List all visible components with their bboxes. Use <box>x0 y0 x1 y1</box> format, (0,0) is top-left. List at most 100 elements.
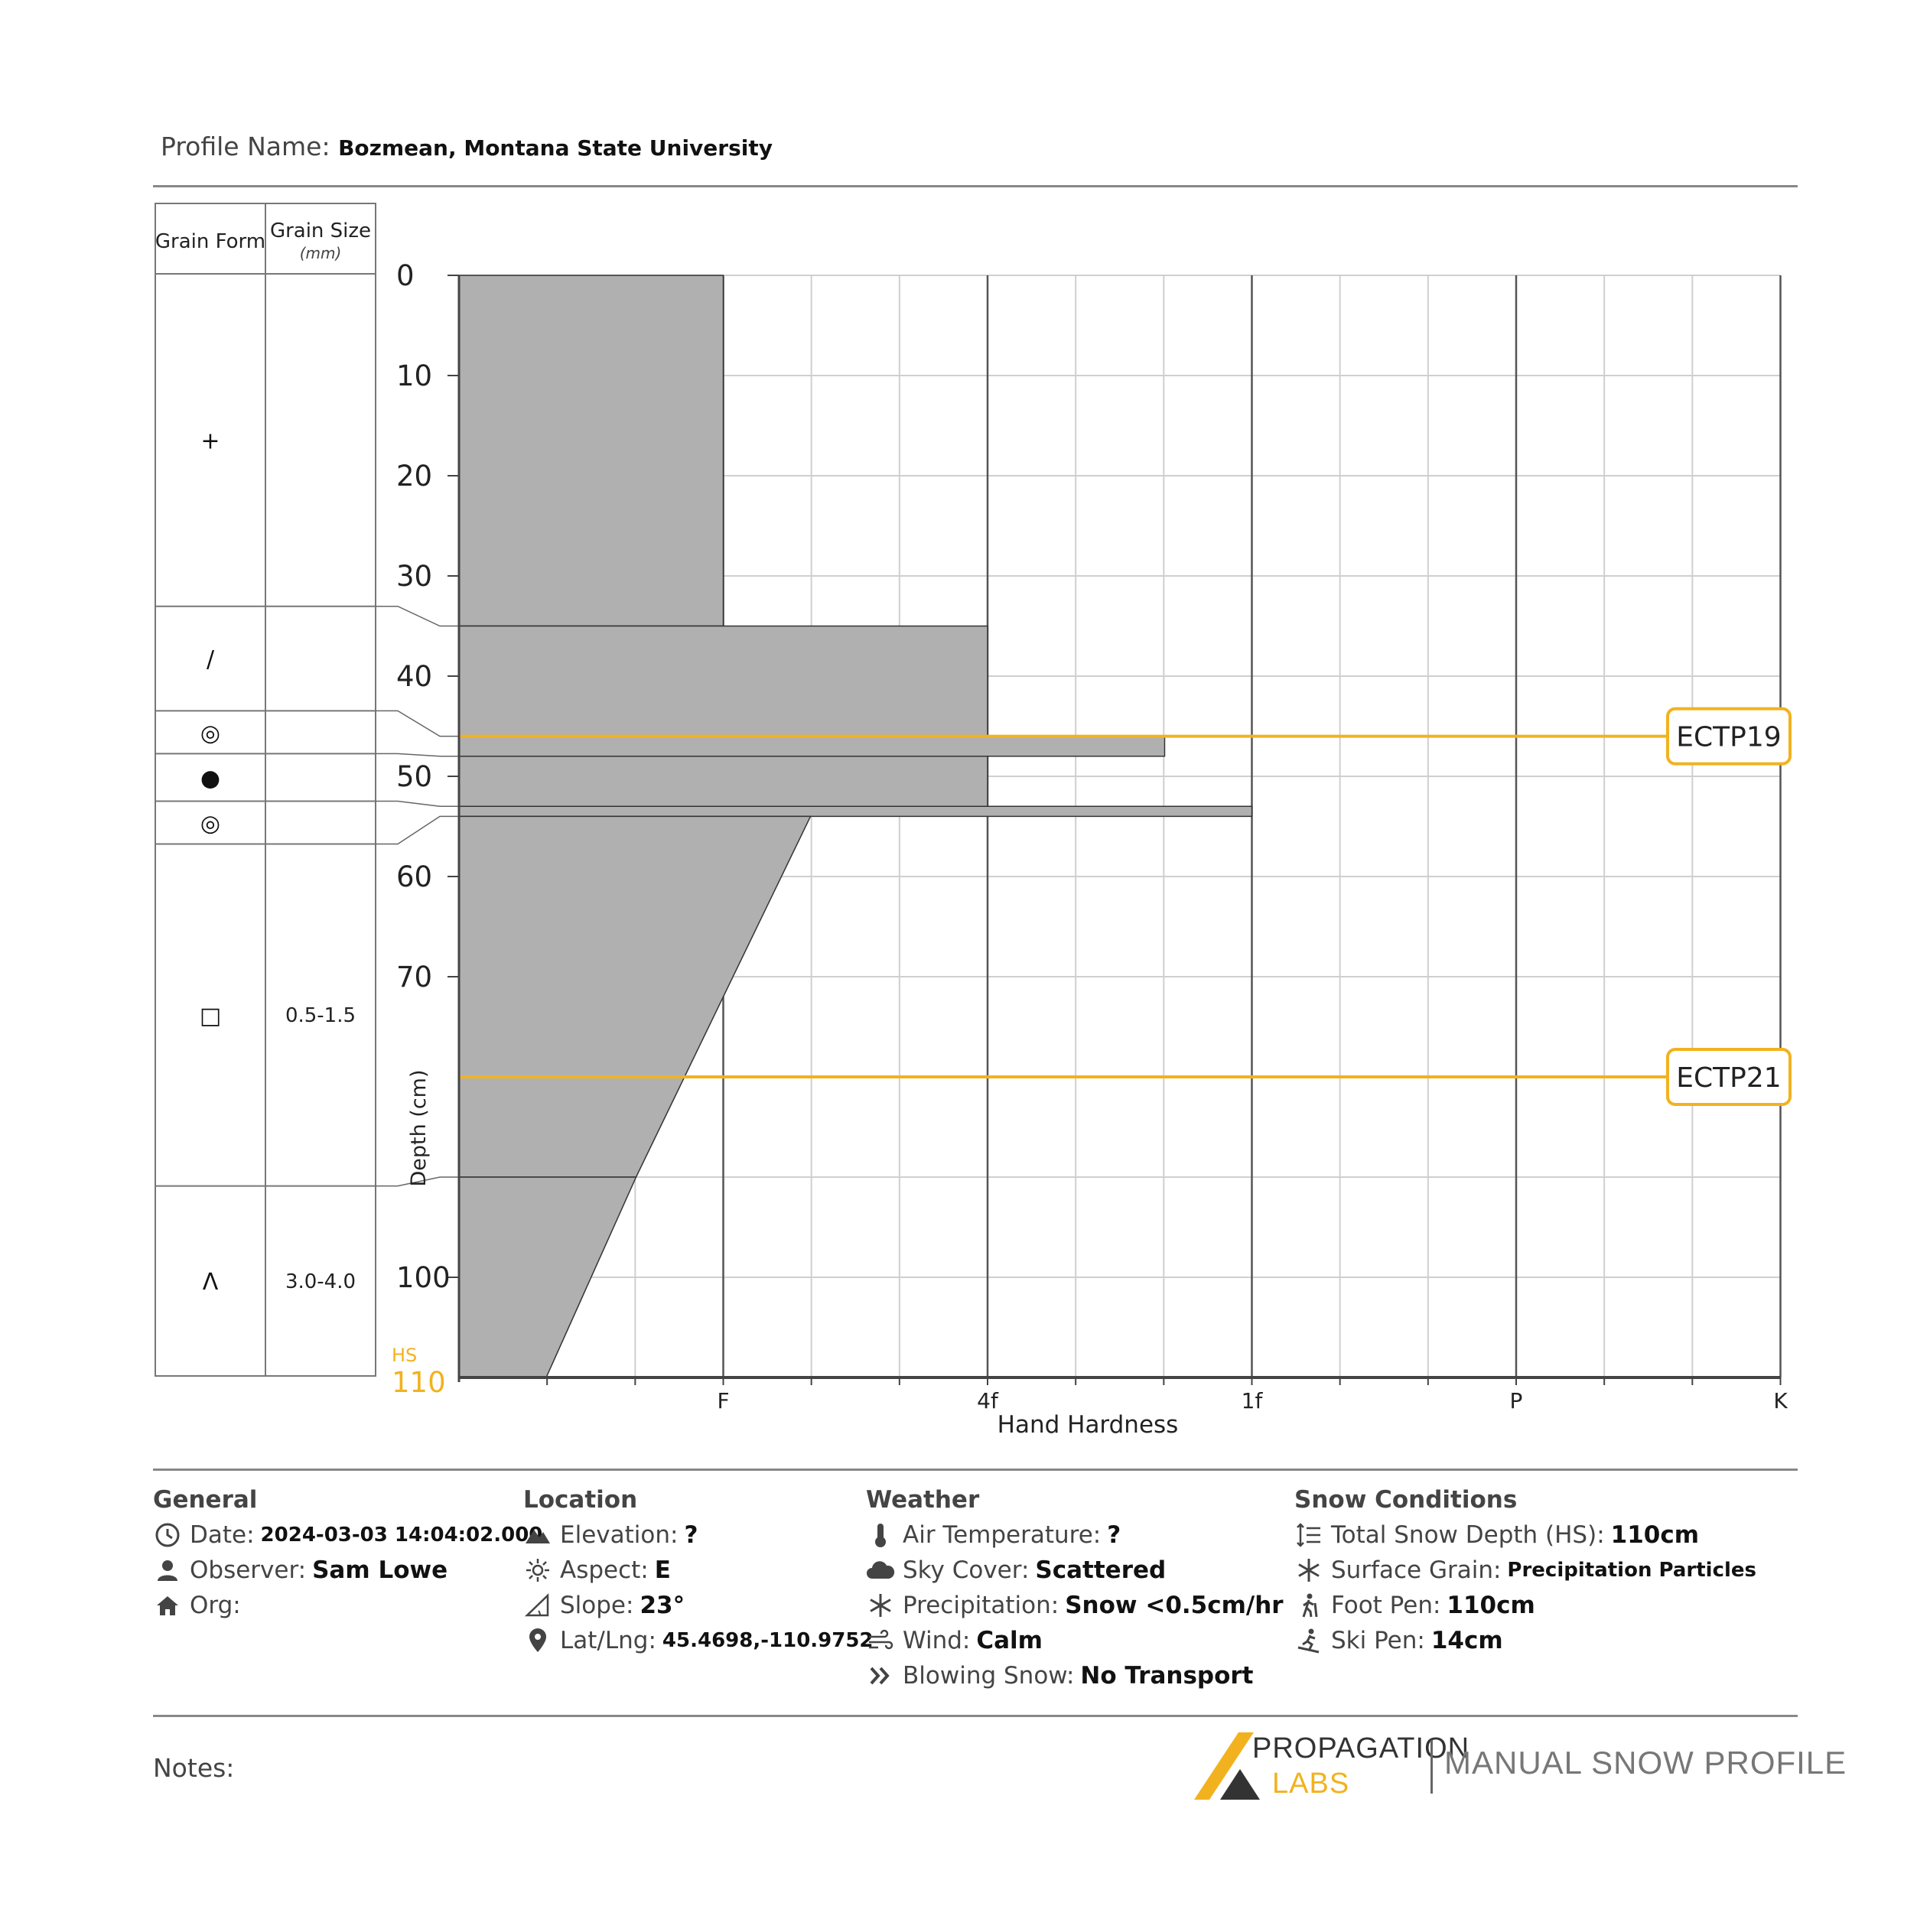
y-tick-label: 100 <box>396 1261 451 1294</box>
wind-icon <box>866 1626 895 1655</box>
layer-connector <box>376 710 459 737</box>
logo-text-bottom: LABS <box>1272 1768 1350 1800</box>
foot-pen-value: 110cm <box>1447 1592 1535 1619</box>
total-depth-label: Total Snow Depth (HS): <box>1331 1521 1605 1549</box>
layer-connector <box>376 800 459 808</box>
date-label: Date: <box>190 1521 255 1549</box>
map-pin-icon <box>523 1626 552 1655</box>
layer-4 <box>458 756 988 808</box>
weather-title: Weather <box>866 1486 980 1514</box>
snow-conditions-section: Snow Conditions Total Snow Depth (HS): 11… <box>1294 1482 1756 1658</box>
grain-size-value: 3.0-4.0 <box>285 1270 356 1293</box>
notes-label: Notes: <box>153 1753 235 1783</box>
test-box <box>1666 1048 1792 1106</box>
grain-form-symbol: ● <box>200 765 220 792</box>
y-tick-label: 30 <box>396 560 432 593</box>
slope-label: Slope: <box>560 1592 634 1619</box>
y-tick-label: 50 <box>396 760 432 793</box>
product-title: MANUAL SNOW PROFILE <box>1444 1745 1847 1781</box>
y-tick-label: 40 <box>396 660 432 693</box>
y-tick-label: 10 <box>396 359 432 392</box>
snowflake-icon <box>866 1591 895 1620</box>
hiker-icon <box>1294 1591 1323 1620</box>
propagation-labs-logo-icon <box>1194 1732 1260 1800</box>
observer-label: Observer: <box>190 1556 307 1584</box>
grain-size-value: 0.5-1.5 <box>285 1004 356 1027</box>
org-label: Org: <box>190 1592 241 1619</box>
y-tick-label: 70 <box>396 961 432 994</box>
clock-icon <box>153 1521 182 1550</box>
slope-icon <box>523 1591 552 1620</box>
elevation-label: Elevation: <box>560 1521 679 1549</box>
aspect-label: Aspect: <box>560 1556 649 1584</box>
y-tick-label: 20 <box>396 460 432 493</box>
snow-conditions-title: Snow Conditions <box>1294 1486 1518 1514</box>
location-section: Location Elevation:? Aspect: E Slope: 23° … <box>523 1482 874 1658</box>
layer-3 <box>458 735 1166 757</box>
layer-5 <box>458 805 1253 818</box>
grain-form-header: Grain Form <box>155 230 265 253</box>
grain-form-symbol: Λ <box>203 1269 219 1296</box>
test-label: ECTP19 <box>1676 722 1781 753</box>
ski-pen-label: Ski Pen: <box>1331 1627 1425 1654</box>
layer-connector <box>376 815 459 845</box>
y-tick-label: 60 <box>396 860 432 893</box>
grain-table: Grain Form Grain Size (mm) + / ◎ ● ◎ □ 0.5-1.5… <box>155 203 376 1377</box>
home-icon <box>153 1591 182 1620</box>
ski-pen-value: 14cm <box>1430 1627 1503 1654</box>
logo-text-top: PROPAGATION <box>1252 1732 1470 1764</box>
middle-divider <box>153 1469 1798 1471</box>
bottom-divider <box>153 1715 1798 1717</box>
x-axis-label: Hand Hardness <box>998 1411 1179 1439</box>
test-box <box>1666 707 1792 766</box>
thermometer-icon <box>866 1521 895 1550</box>
aspect-value: E <box>654 1556 671 1584</box>
grain-size-header: Grain Size <box>270 220 371 242</box>
test-label: ECTP21 <box>1676 1062 1781 1094</box>
air-temp-label: Air Temperature: <box>903 1521 1102 1549</box>
top-divider <box>153 185 1798 187</box>
layer-1 <box>458 275 724 627</box>
wind-label: Wind: <box>903 1627 971 1654</box>
y-axis-label: Depth (cm) <box>407 1069 431 1186</box>
general-title: General <box>153 1486 258 1514</box>
foot-pen-label: Foot Pen: <box>1331 1592 1441 1619</box>
profile-name-label: Profile Name: <box>161 132 330 161</box>
hs-label: HS <box>392 1345 417 1366</box>
grain-form-symbol: □ <box>200 1003 221 1029</box>
surface-grain-value: Precipitation Particles <box>1507 1559 1757 1582</box>
air-temp-value: ? <box>1107 1521 1121 1549</box>
skier-icon <box>1294 1626 1323 1655</box>
layer-connector <box>376 1176 459 1187</box>
date-value: 2024-03-03 14:04:02.000 <box>260 1524 543 1547</box>
layer-6 <box>458 815 812 1178</box>
layer-2 <box>458 625 988 737</box>
y-tick-label: 0 <box>396 259 415 292</box>
grain-form-symbol: ◎ <box>200 810 220 837</box>
surface-grain-label: Surface Grain: <box>1331 1556 1502 1584</box>
logo-separator <box>1430 1740 1433 1794</box>
location-title: Location <box>523 1486 638 1514</box>
general-section: General Date: 2024-03-03 14:04:02.000 Obs… <box>153 1482 542 1623</box>
profile-name-value: Bozmean, Montana State University <box>338 135 773 161</box>
x-tick-label: P <box>1510 1388 1523 1413</box>
grain-form-symbol: ◎ <box>200 720 220 746</box>
precipitation-label: Precipitation: <box>903 1592 1059 1619</box>
elevation-value: ? <box>684 1521 698 1549</box>
x-tick-label: 1f <box>1242 1388 1264 1413</box>
x-tick-label: K <box>1773 1388 1788 1413</box>
blowing-snow-label: Blowing Snow: <box>903 1662 1075 1690</box>
grain-size-unit: (mm) <box>300 244 342 262</box>
sky-cover-value: Scattered <box>1035 1556 1167 1584</box>
compass-icon <box>523 1556 552 1585</box>
x-tick-label: 4f <box>977 1388 999 1413</box>
grain-form-symbol: + <box>200 428 220 454</box>
latlng-label: Lat/Lng: <box>560 1627 656 1654</box>
hs-value: 110 <box>392 1366 446 1399</box>
total-depth-value: 110cm <box>1610 1521 1700 1549</box>
cloud-icon <box>866 1556 895 1585</box>
surface-grain-icon <box>1294 1556 1323 1585</box>
grain-form-symbol: / <box>207 646 215 673</box>
sky-cover-label: Sky Cover: <box>903 1556 1030 1584</box>
snow-profile-chart: Grain Form Grain Size (mm) + / ◎ ● ◎ □ 0.5-1.5… <box>155 203 1792 1439</box>
